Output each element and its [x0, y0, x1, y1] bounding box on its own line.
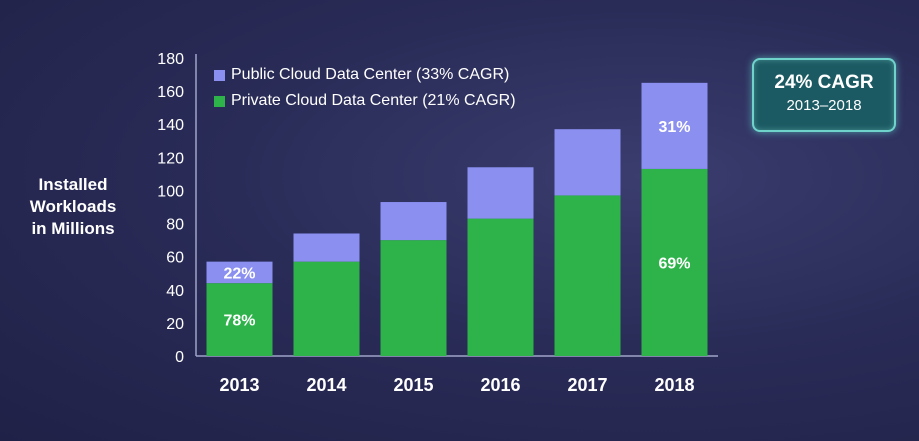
- cagr-subtitle: 2013–2018: [786, 97, 862, 114]
- bar-public-2018: [641, 82, 708, 169]
- legend-item-private: Private Cloud Data Center (21% CAGR): [214, 88, 516, 114]
- y-tick-label-120: 120: [157, 150, 184, 167]
- bar-private-2014: [293, 261, 360, 356]
- x-tick-label-2018: 2018: [654, 375, 694, 395]
- bar-public-2013: [206, 261, 273, 284]
- y-tick-label-100: 100: [157, 183, 184, 200]
- legend-item-public: Public Cloud Data Center (33% CAGR): [214, 62, 516, 88]
- bar-public-2017: [554, 129, 621, 196]
- y-tick-label-60: 60: [166, 250, 184, 267]
- bar-private-2015: [380, 240, 447, 356]
- cagr-title: 24% CAGR: [774, 72, 874, 93]
- y-tick-label-160: 160: [157, 84, 184, 101]
- y-tick-label-180: 180: [157, 51, 184, 68]
- bar-public-2014: [293, 233, 360, 262]
- legend-label-private: Private Cloud Data Center (21% CAGR): [231, 92, 516, 109]
- data-label-private-2018: 69%: [658, 255, 690, 272]
- bar-private-2013: [206, 283, 273, 356]
- bar-private-2018: [641, 168, 708, 356]
- x-tick-label-2013: 2013: [219, 375, 259, 395]
- y-tick-label-20: 20: [166, 316, 184, 333]
- x-tick-label-2014: 2014: [306, 375, 346, 395]
- data-label-private-2013: 78%: [223, 313, 255, 330]
- bar-public-2016: [467, 167, 534, 219]
- bar-private-2016: [467, 218, 534, 356]
- bar-private-2017: [554, 195, 621, 356]
- legend-swatch-private: [214, 95, 225, 107]
- x-tick-label-2016: 2016: [480, 375, 520, 395]
- data-label-public-2013: 22%: [223, 265, 255, 282]
- y-axis-label-line-3: in Millions: [31, 219, 115, 238]
- y-tick-label-140: 140: [157, 117, 184, 134]
- legend: Public Cloud Data Center (33% CAGR) Priv…: [214, 62, 516, 114]
- bar-public-2015: [380, 202, 447, 241]
- legend-swatch-public: [214, 69, 225, 81]
- y-tick-label-40: 40: [166, 283, 184, 300]
- data-label-public-2018: 31%: [658, 119, 690, 136]
- y-tick-label-0: 0: [175, 349, 184, 366]
- y-axis-label-line-2: Workloads: [29, 197, 117, 216]
- x-tick-label-2017: 2017: [567, 375, 607, 395]
- x-tick-label-2015: 2015: [393, 375, 433, 395]
- y-axis-label-line-1: Installed: [38, 175, 108, 194]
- y-tick-label-80: 80: [166, 217, 184, 234]
- y-axis-label: Installed Workloads in Millions: [14, 174, 132, 240]
- cagr-callout: 24% CAGR 2013–2018: [752, 58, 896, 132]
- legend-label-public: Public Cloud Data Center (33% CAGR): [231, 66, 510, 83]
